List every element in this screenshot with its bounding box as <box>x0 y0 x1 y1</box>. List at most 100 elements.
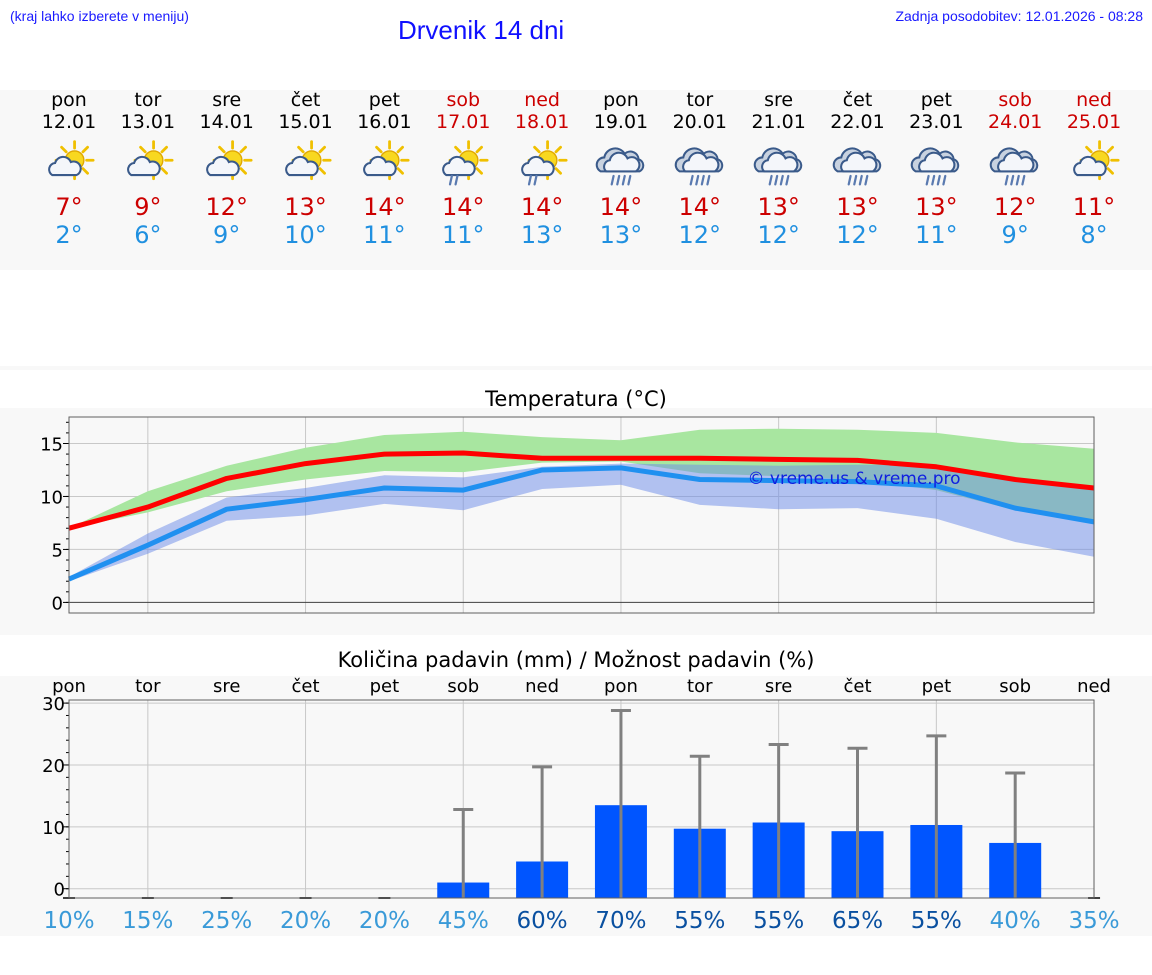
temp-max: 9° <box>134 193 162 221</box>
temp-min: 10° <box>284 221 327 249</box>
x-category-label: tor <box>687 676 713 697</box>
temp-min: 6° <box>134 221 162 249</box>
sun-cloud-icon <box>126 140 174 181</box>
day-column: sob 24.01 12° 9° <box>976 88 1054 249</box>
precip-chance-label: 25% <box>201 908 252 934</box>
plot-frame <box>68 416 1095 614</box>
precip-chart-title: Količina padavin (mm) / Možnost padavin … <box>337 648 815 672</box>
x-category-label: tor <box>135 676 161 697</box>
temp-min: 11° <box>363 221 406 249</box>
x-category-label: ned <box>525 676 559 697</box>
precip-chance-label: 65% <box>832 908 883 934</box>
day-column: tor 20.01 14° 12° <box>661 88 739 249</box>
day-column: tor 13.01 9° 6° <box>109 88 187 249</box>
cloud-rain-icon <box>753 147 802 186</box>
day-date: 24.01 <box>987 111 1043 133</box>
temp-max: 13° <box>284 193 327 221</box>
sun-cloud-icon <box>363 140 410 181</box>
plot-frame <box>68 699 1095 899</box>
temp-max: 14° <box>363 193 406 221</box>
day-column: sre 21.01 13° 12° <box>740 88 818 249</box>
precip-chance-label: 55% <box>911 908 962 934</box>
precip-chance-label: 60% <box>517 908 568 934</box>
day-column: pet 23.01 13° 11° <box>897 88 975 249</box>
x-category-label: sre <box>765 676 792 697</box>
precip-chance-label: 55% <box>753 908 804 934</box>
day-date: 23.01 <box>909 111 964 133</box>
precip-chance-label: 40% <box>990 908 1041 934</box>
day-date: 13.01 <box>120 111 176 133</box>
y-tick-label: 0 <box>54 880 65 901</box>
y-tick-label: 20 <box>42 756 65 777</box>
day-date: 25.01 <box>1066 111 1122 133</box>
temp-max: 13° <box>836 193 879 221</box>
sun-cloud-rain-icon <box>521 140 568 186</box>
page-title: Drvenik 14 dni <box>398 15 565 45</box>
day-date: 18.01 <box>514 111 570 133</box>
day-column: čet 22.01 13° 12° <box>819 88 897 249</box>
day-column: pet 16.01 14° 11° <box>345 88 423 249</box>
day-column: pon 12.01 7° 2° <box>30 88 108 249</box>
temperature-chart-title: Temperatura (°C) <box>485 387 667 411</box>
day-date: 20.01 <box>672 111 727 133</box>
day-name: sob <box>998 89 1032 111</box>
min-temp-line <box>68 465 1095 582</box>
y-tick-label: 15 <box>40 434 63 455</box>
daily-forecast: pon 12.01 7° 2° tor 13.01 9° 6° sre 14.01 12° 9° čet… <box>0 88 1152 270</box>
temp-min: 11° <box>441 221 485 249</box>
day-date: 19.01 <box>593 111 649 133</box>
precip-chance-label: 20% <box>280 908 331 934</box>
separator <box>0 366 1152 370</box>
y-tick-label: 10 <box>40 487 63 508</box>
day-column: ned 25.01 11° 8° <box>1055 88 1133 249</box>
sun-cloud-icon <box>1073 140 1120 181</box>
temp-max: 14° <box>520 193 564 221</box>
day-column: sre 14.01 12° 9° <box>188 88 266 249</box>
day-name: čet <box>290 89 321 111</box>
temp-max: 7° <box>55 193 83 221</box>
day-column: ned 18.01 14° 13° <box>503 88 581 249</box>
precip-chance-label: 45% <box>438 908 489 934</box>
day-name: ned <box>524 89 560 111</box>
cloud-rain-icon <box>832 147 881 186</box>
day-name: pet <box>368 89 400 111</box>
precip-chance-label: 55% <box>674 908 725 934</box>
day-name: čet <box>842 89 873 111</box>
x-category-label: pon <box>604 676 638 697</box>
day-name: ned <box>1076 89 1112 111</box>
sun-cloud-icon <box>205 140 253 181</box>
temp-min: 13° <box>520 221 564 249</box>
y-tick-label: 10 <box>42 818 65 839</box>
sun-cloud-icon <box>284 140 332 181</box>
temp-min: 2° <box>55 221 83 249</box>
day-column: pon 19.01 14° 13° <box>582 88 660 249</box>
day-date: 14.01 <box>199 111 254 133</box>
temp-min: 9° <box>1001 221 1029 249</box>
temp-max: 14° <box>599 193 643 221</box>
day-date: 22.01 <box>830 111 885 133</box>
location-hint: (kraj lahko izberete v meniju) <box>10 8 189 24</box>
x-category-label: pet <box>922 676 952 697</box>
x-category-label: ned <box>1077 676 1111 697</box>
watermark: © vreme.us & vreme.pro <box>747 469 960 489</box>
x-category-label: sob <box>999 676 1031 697</box>
day-name: pon <box>51 89 87 111</box>
day-column: čet 15.01 13° 10° <box>267 88 345 249</box>
forecast-strip-bg <box>0 90 1152 270</box>
last-update: Zadnja posodobitev: 12.01.2026 - 08:28 <box>895 8 1143 24</box>
day-name: sob <box>446 89 481 111</box>
y-tick-label: 0 <box>52 593 63 614</box>
x-category-label: čet <box>843 676 871 697</box>
precip-chance-label: 15% <box>122 908 173 934</box>
cloud-rain-icon <box>674 147 724 186</box>
day-date: 17.01 <box>436 111 491 133</box>
temp-min: 11° <box>915 221 958 249</box>
day-date: 16.01 <box>357 111 412 133</box>
max-temp-line <box>68 450 1095 531</box>
temp-max: 11° <box>1072 193 1116 221</box>
day-column: sob 17.01 14° 11° <box>424 88 502 249</box>
temp-max: 13° <box>757 193 800 221</box>
cloud-rain-icon <box>989 147 1039 186</box>
x-category-label: pet <box>370 676 400 697</box>
